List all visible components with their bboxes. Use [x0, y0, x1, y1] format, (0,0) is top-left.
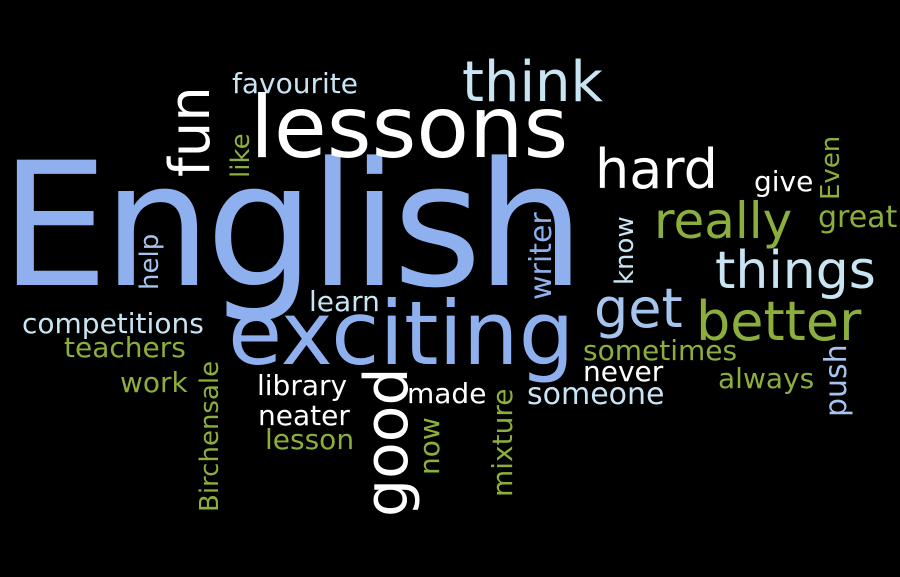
word-someone: someone — [527, 377, 665, 412]
word-always: always — [718, 362, 815, 395]
word-competitions: competitions — [22, 307, 204, 340]
word-work: work — [120, 366, 188, 399]
word-never: never — [583, 355, 664, 388]
word-learn: learn — [309, 285, 380, 318]
word-better: better — [696, 290, 862, 353]
word-like: like — [226, 133, 256, 178]
word-hard: hard — [595, 138, 718, 201]
word-mixture: mixture — [486, 388, 519, 497]
word-really: really — [654, 192, 793, 250]
word-give: give — [754, 165, 814, 198]
word-favourite: favourite — [232, 67, 358, 100]
word-lesson: lesson — [265, 423, 355, 456]
word-neater: neater — [258, 399, 350, 432]
word-now: now — [413, 417, 446, 475]
word-exciting: exciting — [228, 282, 575, 385]
word-made: made — [407, 377, 487, 410]
word-even: Even — [816, 135, 846, 200]
word-sometimes: sometimes — [583, 334, 738, 367]
word-lessons: lessons — [250, 78, 569, 178]
word-birchensale: Birchensale — [195, 360, 225, 512]
word-things: things — [715, 241, 876, 301]
word-push: push — [819, 344, 854, 417]
word-help: help — [135, 233, 165, 290]
word-english: English — [0, 125, 585, 326]
word-fun: fun — [158, 86, 223, 177]
word-great: great — [818, 200, 898, 235]
word-teachers: teachers — [64, 331, 186, 364]
word-know: know — [610, 216, 640, 285]
word-think: think — [462, 50, 603, 115]
word-get: get — [594, 277, 683, 340]
word-library: library — [257, 369, 348, 402]
word-good: good — [352, 367, 422, 517]
